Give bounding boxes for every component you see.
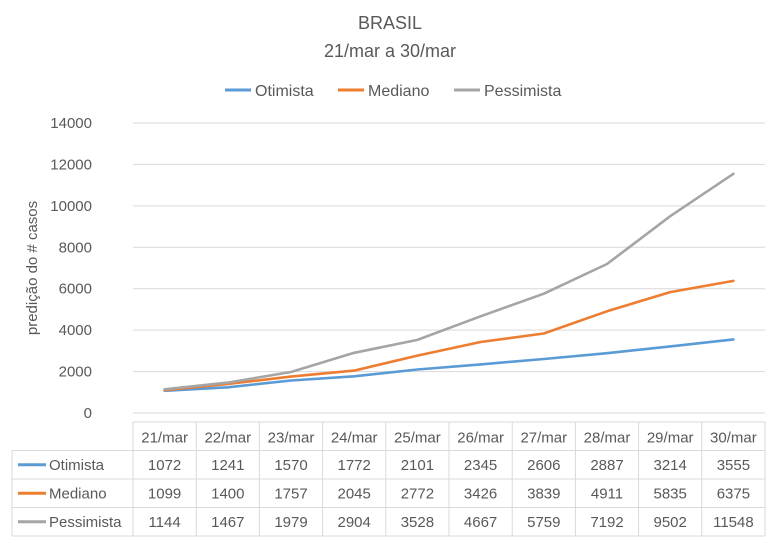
legend-label-otimista: Otimista	[255, 83, 314, 100]
y-tick-label: 8000	[59, 239, 92, 256]
table-value-cell: 1099	[148, 485, 181, 502]
table-value-cell: 6375	[717, 485, 750, 502]
table-value-cell: 1467	[211, 514, 244, 531]
table-header-cell: 29/mar	[647, 429, 694, 446]
table-row-label-otimista: Otimista	[49, 457, 105, 474]
legend-label-pessimista: Pessimista	[484, 83, 561, 100]
table-value-cell: 1400	[211, 485, 244, 502]
table-header-cell: 23/mar	[268, 429, 315, 446]
table-value-cell: 3555	[717, 457, 750, 474]
table-header-cell: 24/mar	[331, 429, 378, 446]
legend-label-mediano: Mediano	[368, 83, 429, 100]
y-tick-label: 4000	[59, 322, 92, 339]
table-value-cell: 2045	[338, 485, 371, 502]
y-tick-label: 14000	[50, 115, 92, 132]
table-value-cell: 1772	[338, 457, 371, 474]
table-value-cell: 2606	[527, 457, 560, 474]
table-header-cell: 21/mar	[141, 429, 188, 446]
table-value-cell: 2345	[464, 457, 497, 474]
gridlines	[133, 122, 765, 414]
series-lines	[163, 172, 735, 393]
table-value-cell: 3426	[464, 485, 497, 502]
table-header-cell: 25/mar	[394, 429, 441, 446]
table-value-cell: 1570	[274, 457, 307, 474]
series-line-otimista	[163, 338, 735, 393]
table-value-cell: 2887	[590, 457, 623, 474]
chart-title: BRASIL	[358, 13, 422, 33]
table-row-label-pessimista: Pessimista	[49, 514, 122, 531]
y-axis-label: predição do # casos	[24, 201, 41, 335]
table-value-cell: 2101	[401, 457, 434, 474]
table-value-cell: 1757	[274, 485, 307, 502]
table-header-cell: 22/mar	[204, 429, 251, 446]
table-header-cell: 30/mar	[710, 429, 757, 446]
series-line-mediano	[163, 279, 735, 392]
table-value-cell: 4911	[591, 485, 623, 502]
y-axis: 0 2000 4000 6000 8000 10000 12000 14000	[50, 115, 92, 422]
table-value-cell: 5759	[527, 514, 560, 531]
table-value-cell: 3214	[654, 457, 687, 474]
series-line-pessimista	[163, 172, 735, 391]
table-header-cell: 28/mar	[584, 429, 631, 446]
table-value-cell: 3839	[527, 485, 560, 502]
table-header-cell: 27/mar	[520, 429, 567, 446]
y-tick-label: 6000	[59, 281, 92, 298]
table-value-cell: 2772	[401, 485, 434, 502]
y-tick-label: 0	[84, 405, 92, 422]
table-value-cell: 2904	[338, 514, 371, 531]
y-tick-label: 10000	[50, 198, 92, 215]
table-value-cell: 7192	[590, 514, 623, 531]
table-value-cell: 1979	[274, 514, 307, 531]
table-value-cell: 3528	[401, 514, 434, 531]
table-header-cell: 26/mar	[457, 429, 504, 446]
chart-subtitle: 21/mar a 30/mar	[324, 41, 456, 61]
table-value-cell: 5835	[654, 485, 687, 502]
table-value-cell: 4667	[464, 514, 497, 531]
table-value-cell: 1072	[148, 457, 181, 474]
legend: Otimista Mediano Pessimista	[225, 83, 561, 100]
table-value-cell: 9502	[654, 514, 687, 531]
y-tick-label: 12000	[50, 156, 92, 173]
table-value-cell: 11548	[713, 514, 754, 531]
table-value-cell: 1241	[211, 457, 244, 474]
data-table: 21/mar 22/mar 23/mar 24/mar 25/mar 26/mar 27/m…	[11, 421, 766, 537]
table-row-label-mediano: Mediano	[49, 485, 107, 502]
table-value-cell: 1144	[148, 514, 180, 531]
y-tick-label: 2000	[59, 364, 92, 381]
